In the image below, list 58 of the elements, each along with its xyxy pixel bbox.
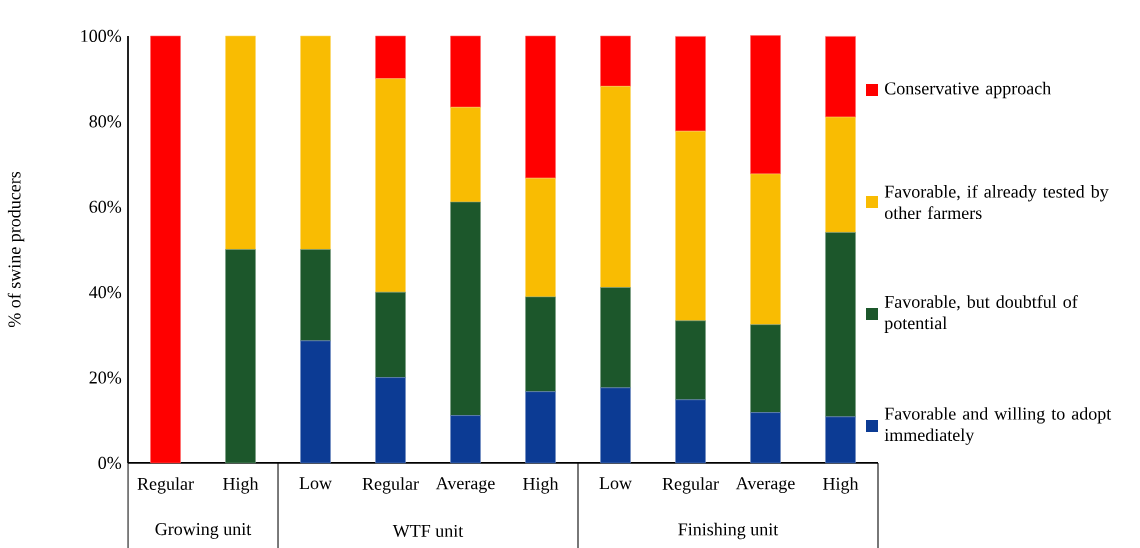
x-tick-label: Average [735,477,795,494]
bar [525,296,556,392]
bar [300,340,331,464]
bar [675,36,706,132]
bar [750,324,781,413]
bar [375,78,406,293]
x-tick-label: Low [299,477,332,490]
bar [225,249,256,464]
y-axis-title: % of swine producers [7,171,25,328]
y-tick-label: 80% [89,115,122,128]
bar [825,416,856,464]
x-tick-label: High [223,477,259,494]
bar [750,173,781,325]
bar [225,35,256,250]
y-tick-label: 100% [81,29,122,43]
y-tick-label: 20% [89,371,122,384]
legend-label: Favorable, but doubtful of potential [884,295,1078,333]
bar [600,287,631,389]
x-tick-label: Low [599,477,632,490]
y-tick-label: 60% [89,200,122,213]
bar [600,35,631,87]
x-tick-label: High [523,477,559,494]
bar [450,107,481,203]
bar [600,86,631,288]
legend-label: Favorable and willing to adopt immediately [884,407,1112,445]
text: Growing unit [155,523,252,539]
text: Finishing unit [678,522,779,540]
legend-label: Conservative approach [885,81,1051,99]
bar [750,412,781,464]
bar [525,391,556,464]
bar [375,291,406,378]
y-tick-label: 0% [98,456,122,470]
x-tick-label: Average [435,477,495,494]
bar [450,201,481,416]
bar [375,35,406,79]
bar [150,35,181,464]
bar [750,35,781,175]
bar [675,399,706,464]
bar [450,35,481,108]
bar [825,36,856,118]
text: WTF unit [392,524,464,538]
bar [525,177,556,298]
bar [675,130,706,322]
x-tick-label: Regular [137,477,194,494]
bar [525,35,556,179]
x-tick-label: Regular [662,477,719,494]
bar [375,377,406,464]
x-tick-label: High [823,477,859,494]
bar [825,116,856,233]
bar [300,249,331,342]
bar [300,35,331,250]
bar [450,415,481,464]
y-tick-label: 40% [89,286,122,299]
bar [600,387,631,464]
legend-label: Favorable, if already tested by other farmers [884,184,1109,220]
x-tick-label: Regular [362,477,419,494]
bar [675,320,706,401]
bar [825,232,856,418]
